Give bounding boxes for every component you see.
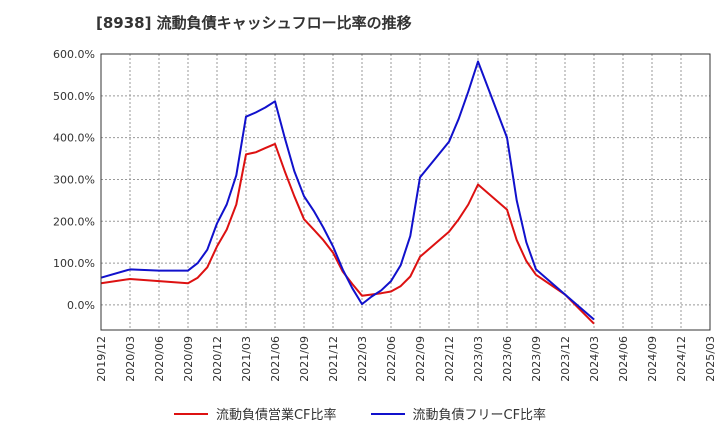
x-tick-label: 2020/06: [153, 336, 166, 382]
plot-border: [100, 53, 711, 331]
x-tick-label: 2022/09: [414, 336, 427, 382]
x-axis-ticks: 2019/12 2020/03 2020/06 2020/09 2020/12 2021/…: [95, 336, 717, 382]
y-tick-label: 0.0%: [67, 299, 95, 312]
x-tick-label: 2024/09: [646, 336, 659, 382]
x-tick-label: 2020/03: [124, 336, 137, 382]
x-tick-label: 2023/03: [472, 336, 485, 382]
y-tick-label: 400.0%: [53, 132, 95, 145]
legend: 流動負債営業CF比率 流動負債フリーCF比率: [0, 404, 720, 423]
x-tick-label: 2022/03: [356, 336, 369, 382]
series-line-1: [100, 142, 595, 325]
legend-swatch-free-cf: [370, 412, 405, 415]
x-tick-label: 2020/12: [211, 336, 224, 382]
x-tick-label: 2023/06: [501, 336, 514, 382]
y-tick-label: 600.0%: [53, 48, 95, 61]
y-tick-label: 200.0%: [53, 215, 95, 228]
x-tick-label: 2024/03: [588, 336, 601, 382]
x-tick-label: 2024/06: [617, 336, 630, 382]
y-tick-label: 100.0%: [53, 257, 95, 270]
x-tick-label: 2023/12: [559, 336, 572, 382]
y-tick-label: 300.0%: [53, 173, 95, 186]
x-tick-label: 2021/12: [327, 336, 340, 382]
legend-label-free-cf: 流動負債フリーCF比率: [412, 408, 547, 423]
legend-item-free-cf: 流動負債フリーCF比率: [370, 404, 547, 423]
series-layer: [100, 60, 595, 325]
legend-item-operating-cf: 流動負債営業CF比率: [173, 404, 337, 423]
x-tick-label: 2021/03: [240, 336, 253, 382]
x-tick-label: 2024/12: [675, 336, 688, 382]
x-tick-label: 2025/03: [704, 336, 717, 382]
x-tick-label: 2021/06: [269, 336, 282, 382]
y-tick-label: 500.0%: [53, 90, 95, 103]
legend-swatch-operating-cf: [173, 412, 208, 415]
y-axis-ticks: 0.0% 100.0% 200.0% 300.0% 400.0% 500.0% 600.0%: [53, 48, 95, 312]
x-tick-label: 2021/09: [298, 336, 311, 382]
plot-background: [101, 54, 710, 330]
series-line-2: [100, 60, 595, 321]
legend-label-operating-cf: 流動負債営業CF比率: [215, 408, 337, 423]
chart-title: [8938] 流動負債キャッシュフロー比率の推移: [96, 14, 412, 32]
x-tick-label: 2022/06: [385, 336, 398, 382]
x-tick-label: 2020/09: [182, 336, 195, 382]
x-tick-label: 2023/09: [530, 336, 543, 382]
x-tick-label: 2019/12: [95, 336, 108, 382]
x-tick-label: 2022/12: [443, 336, 456, 382]
